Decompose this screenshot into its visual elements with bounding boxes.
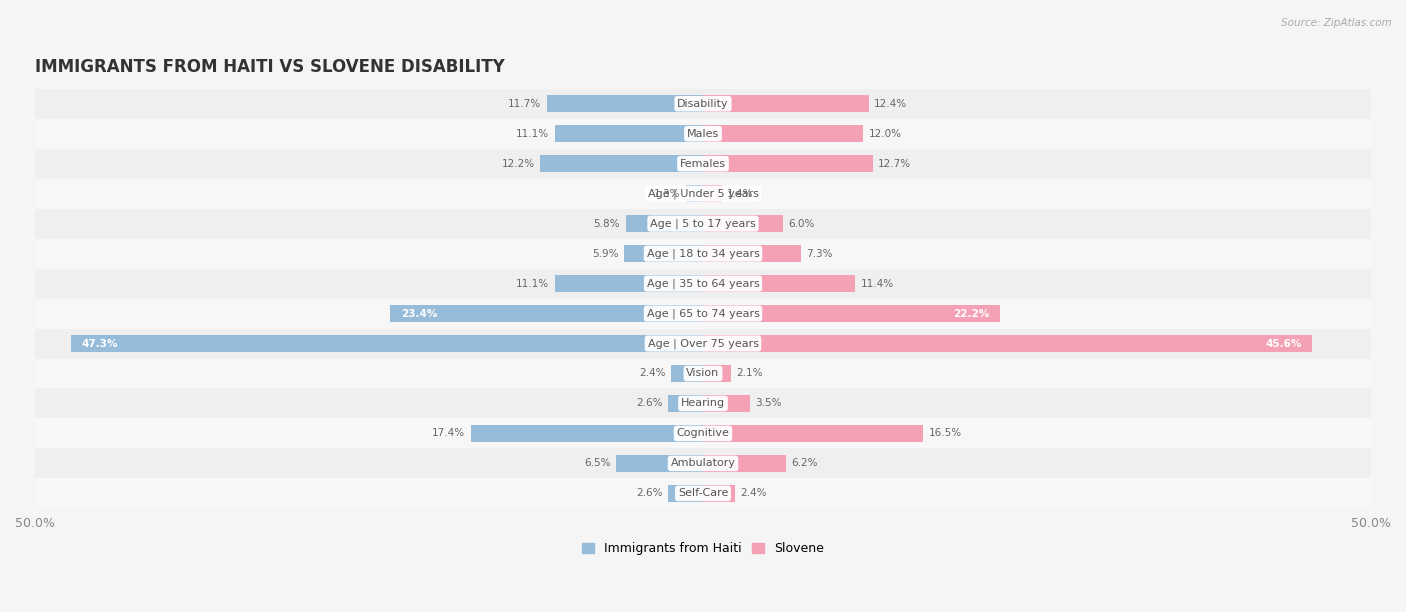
Bar: [703, 305, 1000, 323]
Bar: [35, 209, 1371, 239]
Text: Disability: Disability: [678, 99, 728, 109]
Bar: [35, 119, 1371, 149]
Bar: [35, 89, 1371, 119]
Bar: [703, 365, 731, 382]
Text: 1.3%: 1.3%: [654, 188, 681, 199]
Text: 2.4%: 2.4%: [640, 368, 665, 378]
Bar: [555, 275, 703, 293]
Text: Cognitive: Cognitive: [676, 428, 730, 438]
Bar: [703, 125, 863, 143]
Text: 2.4%: 2.4%: [741, 488, 766, 498]
Bar: [703, 425, 924, 442]
Bar: [703, 275, 855, 293]
Text: Source: ZipAtlas.com: Source: ZipAtlas.com: [1281, 18, 1392, 28]
Text: 12.2%: 12.2%: [502, 159, 534, 169]
Text: Ambulatory: Ambulatory: [671, 458, 735, 468]
Bar: [391, 305, 703, 323]
Bar: [703, 95, 869, 113]
Bar: [668, 485, 703, 502]
Text: 16.5%: 16.5%: [929, 428, 962, 438]
Bar: [703, 395, 749, 412]
Text: Age | Over 75 years: Age | Over 75 years: [648, 338, 758, 349]
Bar: [671, 365, 703, 382]
Bar: [616, 455, 703, 472]
Text: 3.5%: 3.5%: [755, 398, 782, 408]
Bar: [471, 425, 703, 442]
Text: 11.4%: 11.4%: [860, 278, 894, 289]
Text: 2.6%: 2.6%: [637, 398, 662, 408]
Text: 47.3%: 47.3%: [82, 338, 118, 348]
Text: Age | 5 to 17 years: Age | 5 to 17 years: [650, 218, 756, 229]
Text: 11.1%: 11.1%: [516, 278, 550, 289]
Bar: [35, 299, 1371, 329]
Bar: [35, 419, 1371, 449]
Bar: [35, 389, 1371, 419]
Text: Vision: Vision: [686, 368, 720, 378]
Text: Males: Males: [688, 129, 718, 139]
Text: 11.7%: 11.7%: [508, 99, 541, 109]
Bar: [35, 329, 1371, 359]
Text: 6.5%: 6.5%: [585, 458, 610, 468]
Bar: [35, 179, 1371, 209]
Bar: [35, 269, 1371, 299]
Bar: [35, 149, 1371, 179]
Text: 12.7%: 12.7%: [877, 159, 911, 169]
Bar: [72, 335, 703, 353]
Text: 12.0%: 12.0%: [869, 129, 901, 139]
Text: 22.2%: 22.2%: [953, 308, 988, 319]
Bar: [540, 155, 703, 173]
Text: 5.9%: 5.9%: [592, 248, 619, 259]
Legend: Immigrants from Haiti, Slovene: Immigrants from Haiti, Slovene: [576, 537, 830, 561]
Text: 2.6%: 2.6%: [637, 488, 662, 498]
Text: 12.4%: 12.4%: [875, 99, 907, 109]
Bar: [703, 455, 786, 472]
Bar: [35, 359, 1371, 389]
Bar: [35, 239, 1371, 269]
Text: Age | 65 to 74 years: Age | 65 to 74 years: [647, 308, 759, 319]
Text: 6.2%: 6.2%: [792, 458, 818, 468]
Bar: [703, 245, 800, 263]
Text: Age | 18 to 34 years: Age | 18 to 34 years: [647, 248, 759, 259]
Bar: [703, 485, 735, 502]
Text: 11.1%: 11.1%: [516, 129, 550, 139]
Text: 7.3%: 7.3%: [806, 248, 832, 259]
Text: 5.8%: 5.8%: [593, 218, 620, 229]
Bar: [703, 185, 721, 203]
Bar: [686, 185, 703, 203]
Text: IMMIGRANTS FROM HAITI VS SLOVENE DISABILITY: IMMIGRANTS FROM HAITI VS SLOVENE DISABIL…: [35, 58, 505, 76]
Text: Females: Females: [681, 159, 725, 169]
Text: 1.4%: 1.4%: [727, 188, 754, 199]
Text: Age | 35 to 64 years: Age | 35 to 64 years: [647, 278, 759, 289]
Bar: [35, 479, 1371, 509]
Bar: [35, 449, 1371, 479]
Text: 17.4%: 17.4%: [432, 428, 465, 438]
Text: 23.4%: 23.4%: [401, 308, 437, 319]
Bar: [626, 215, 703, 233]
Text: 6.0%: 6.0%: [789, 218, 815, 229]
Bar: [703, 155, 873, 173]
Bar: [703, 215, 783, 233]
Text: 2.1%: 2.1%: [737, 368, 763, 378]
Text: 45.6%: 45.6%: [1265, 338, 1302, 348]
Bar: [555, 125, 703, 143]
Text: Age | Under 5 years: Age | Under 5 years: [648, 188, 758, 199]
Bar: [668, 395, 703, 412]
Text: Self-Care: Self-Care: [678, 488, 728, 498]
Bar: [703, 335, 1312, 353]
Bar: [624, 245, 703, 263]
Bar: [547, 95, 703, 113]
Text: Hearing: Hearing: [681, 398, 725, 408]
